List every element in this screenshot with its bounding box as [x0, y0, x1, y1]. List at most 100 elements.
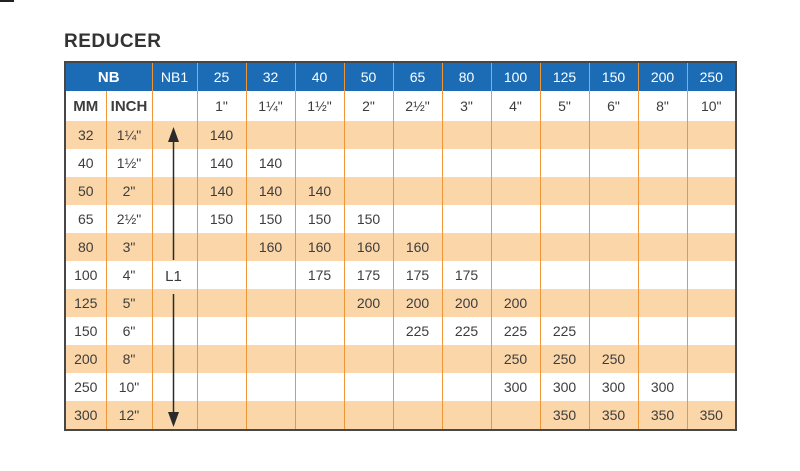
length-value-cell	[196, 233, 247, 261]
length-value-cell: 150	[196, 205, 247, 233]
length-value-cell	[490, 205, 541, 233]
table-row: 65 2½" 150 150 150 150	[64, 205, 737, 233]
row-mm-value: 100	[64, 261, 107, 289]
length-value-cell	[294, 373, 345, 401]
length-value-cell: 200	[343, 289, 394, 317]
length-value-cell	[588, 177, 639, 205]
length-value-cell	[637, 317, 688, 345]
length-value-cell	[539, 177, 590, 205]
length-value-cell	[441, 401, 492, 430]
size-col-header: 125	[539, 62, 590, 91]
length-value-cell: 140	[196, 177, 247, 205]
table-row: 150 6" 225 225 225 225	[64, 317, 737, 345]
length-value-cell	[490, 121, 541, 149]
reducer-table: NB NB1 25 32 40 50 65 80 100 125 150 200 250 MM IN…	[64, 61, 738, 431]
length-value-cell	[392, 177, 443, 205]
inch-header: INCH	[105, 91, 153, 121]
inch-col-header: 4"	[490, 91, 541, 121]
table-row: 100 4" 175 175 175 175	[64, 261, 737, 289]
length-value-cell: 300	[539, 373, 590, 401]
length-value-cell	[441, 233, 492, 261]
length-value-cell	[686, 121, 737, 149]
table-row: 40 1½" 140 140	[64, 149, 737, 177]
nb1-spacer-cell	[151, 149, 198, 177]
length-value-cell	[392, 373, 443, 401]
length-value-cell: 160	[294, 233, 345, 261]
length-value-cell	[539, 289, 590, 317]
length-value-cell	[294, 317, 345, 345]
table-row: 300 12" 350 350 350 350	[64, 401, 737, 430]
nb1-blank-header	[151, 91, 198, 121]
length-value-cell: 250	[588, 345, 639, 373]
length-value-cell	[294, 289, 345, 317]
length-value-cell	[196, 261, 247, 289]
size-col-header: 250	[686, 62, 737, 91]
size-col-header: 40	[294, 62, 345, 91]
length-value-cell	[588, 149, 639, 177]
length-value-cell: 150	[343, 205, 394, 233]
length-value-cell: 175	[294, 261, 345, 289]
inch-col-header: 3"	[441, 91, 492, 121]
length-value-cell	[686, 205, 737, 233]
length-value-cell: 250	[539, 345, 590, 373]
row-mm-value: 150	[64, 317, 107, 345]
length-value-cell	[245, 261, 296, 289]
scan-artifact	[0, 0, 14, 2]
length-value-cell: 225	[490, 317, 541, 345]
length-value-cell: 250	[490, 345, 541, 373]
row-mm-value: 200	[64, 345, 107, 373]
size-col-header: 150	[588, 62, 639, 91]
length-value-cell: 200	[392, 289, 443, 317]
length-value-cell	[343, 149, 394, 177]
length-value-cell	[686, 233, 737, 261]
length-value-cell	[343, 345, 394, 373]
reducer-dimension-table: NB NB1 25 32 40 50 65 80 100 125 150 200 250 MM IN…	[64, 61, 738, 431]
length-value-cell	[441, 345, 492, 373]
length-value-cell: 300	[490, 373, 541, 401]
row-inch-value: 10"	[105, 373, 153, 401]
length-value-cell: 160	[245, 233, 296, 261]
nb1-spacer-cell	[151, 177, 198, 205]
length-value-cell	[637, 289, 688, 317]
length-value-cell	[686, 373, 737, 401]
inch-col-header: 8"	[637, 91, 688, 121]
page-title: REDUCER	[64, 31, 162, 52]
size-col-header: 100	[490, 62, 541, 91]
length-value-cell	[686, 261, 737, 289]
table-row: 125 5" 200 200 200 200	[64, 289, 737, 317]
row-mm-value: 250	[64, 373, 107, 401]
length-value-cell: 225	[539, 317, 590, 345]
length-value-cell: 150	[245, 205, 296, 233]
length-value-cell	[490, 261, 541, 289]
length-value-cell: 225	[441, 317, 492, 345]
table-row: 50 2" 140 140 140	[64, 177, 737, 205]
length-value-cell	[539, 205, 590, 233]
length-value-cell	[294, 149, 345, 177]
length-value-cell: 175	[343, 261, 394, 289]
length-value-cell: 350	[637, 401, 688, 430]
table-body: 32 1¼" 140 40 1½" 140 140 50 2" 140 140 140 65 2½" 150…	[64, 121, 737, 430]
length-value-cell	[343, 373, 394, 401]
length-value-cell	[686, 345, 737, 373]
table-row: 80 3" 160 160 160 160	[64, 233, 737, 261]
row-mm-value: 50	[64, 177, 107, 205]
length-value-cell	[588, 261, 639, 289]
length-value-cell: 160	[392, 233, 443, 261]
inch-col-header: 6"	[588, 91, 639, 121]
length-value-cell: 140	[196, 149, 247, 177]
nb1-spacer-cell	[151, 261, 198, 289]
length-value-cell	[490, 149, 541, 177]
length-value-cell	[245, 121, 296, 149]
row-mm-value: 32	[64, 121, 107, 149]
length-value-cell	[441, 149, 492, 177]
length-value-cell	[686, 317, 737, 345]
length-value-cell	[441, 373, 492, 401]
row-inch-value: 1¼"	[105, 121, 153, 149]
row-inch-value: 5"	[105, 289, 153, 317]
length-value-cell	[196, 289, 247, 317]
length-value-cell: 350	[686, 401, 737, 430]
length-value-cell	[441, 177, 492, 205]
length-value-cell: 160	[343, 233, 394, 261]
inch-col-header: 2½"	[392, 91, 443, 121]
